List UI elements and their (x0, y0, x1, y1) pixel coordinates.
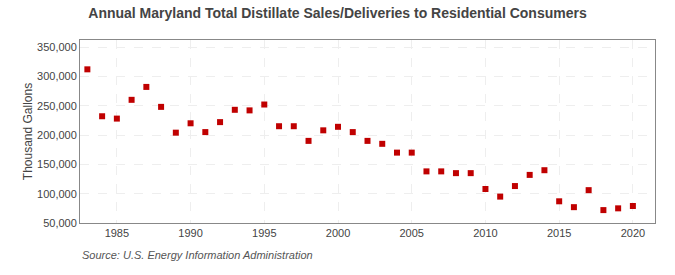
svg-text:1990: 1990 (178, 227, 202, 239)
svg-text:300,000: 300,000 (37, 70, 77, 82)
svg-text:350,000: 350,000 (37, 41, 77, 53)
svg-text:200,000: 200,000 (37, 129, 77, 141)
svg-text:1985: 1985 (105, 227, 129, 239)
svg-text:2000: 2000 (326, 227, 350, 239)
svg-text:100,000: 100,000 (37, 188, 77, 200)
svg-text:150,000: 150,000 (37, 158, 77, 170)
svg-text:2020: 2020 (621, 227, 645, 239)
svg-text:2005: 2005 (399, 227, 423, 239)
svg-text:250,000: 250,000 (37, 100, 77, 112)
svg-text:Annual Maryland Total Distilla: Annual Maryland Total Distillate Sales/D… (88, 5, 587, 21)
svg-text:1995: 1995 (252, 227, 276, 239)
svg-text:50,000: 50,000 (43, 217, 77, 229)
svg-text:2015: 2015 (547, 227, 571, 239)
svg-text:Thousand Gallons: Thousand Gallons (21, 83, 35, 180)
svg-text:Source: U.S. Energy Informatio: Source: U.S. Energy Information Administ… (82, 249, 313, 261)
svg-text:2010: 2010 (473, 227, 497, 239)
